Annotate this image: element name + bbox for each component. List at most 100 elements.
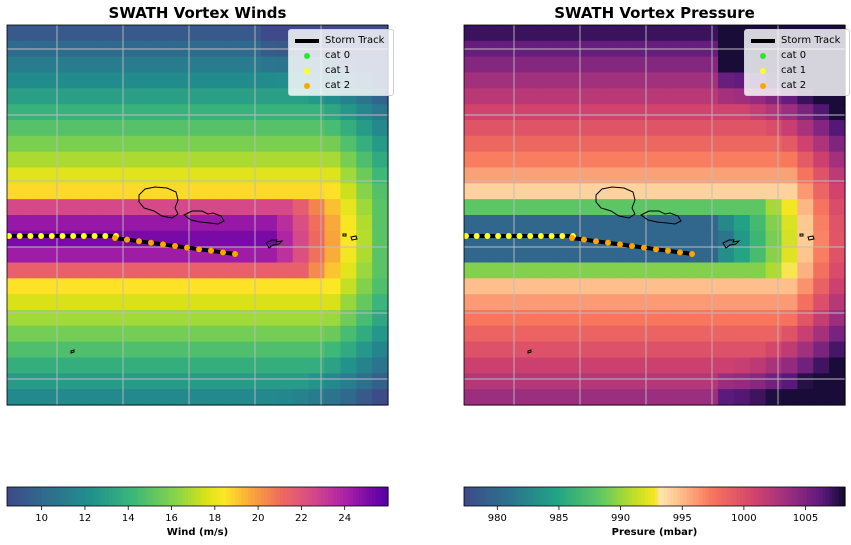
heatmap-cell [464, 151, 481, 169]
heatmap-cell [70, 278, 87, 295]
heatmap-cell [543, 72, 560, 89]
heatmap-cell [7, 88, 24, 105]
heatmap-cell [829, 278, 846, 295]
heatmap-cell [86, 167, 103, 184]
colorbar-segment [587, 487, 592, 506]
heatmap-cell [372, 199, 389, 216]
heatmap-cell [86, 246, 103, 264]
heatmap-cell [213, 25, 230, 42]
heatmap-cell [670, 151, 687, 169]
heatmap-cell [813, 199, 830, 216]
colorbar-segment [692, 487, 697, 506]
heatmap-cell [686, 120, 703, 137]
heatmap-cell [749, 357, 767, 374]
heatmap-cell [559, 88, 576, 105]
heatmap-cell [733, 167, 751, 184]
colorbar-segment [349, 487, 354, 506]
heatmap-cell [7, 199, 24, 216]
heatmap-cell [765, 167, 783, 184]
heatmap-cell [797, 310, 814, 327]
colorbar-segment [521, 487, 525, 506]
colorbar-segment [343, 487, 348, 506]
heatmap-cell [308, 294, 326, 311]
heatmap-cell [495, 310, 513, 327]
colorbar-segment [13, 487, 18, 506]
cat2-point [148, 239, 154, 246]
colorbar-segment [476, 487, 481, 506]
heatmap-cell [292, 120, 310, 137]
heatmap-cell [245, 246, 262, 264]
colorbar-segment [89, 487, 94, 506]
heatmap-cell [181, 341, 199, 359]
heatmap-cell [245, 262, 262, 279]
heatmap-cell [213, 278, 230, 295]
heatmap-cell [622, 25, 640, 42]
heatmap-cell [134, 389, 151, 406]
heatmap-cell [511, 357, 529, 374]
heatmap-cell [781, 310, 798, 327]
heatmap-cell [245, 278, 262, 295]
heatmap-cell [527, 72, 544, 89]
heatmap-cell [181, 310, 199, 327]
heatmap-cell [149, 389, 167, 406]
colorbar-segment [318, 487, 322, 506]
heatmap-cell [356, 183, 373, 200]
heatmap-cell [638, 230, 656, 248]
heatmap-cell [165, 25, 183, 42]
heatmap-cell [813, 325, 830, 343]
heatmap-cell [686, 215, 703, 232]
heatmap-cell [749, 120, 767, 137]
heatmap-cell [134, 310, 151, 327]
colorbar-segment [41, 487, 46, 506]
heatmap-cell [118, 88, 135, 105]
heatmap-cell [543, 215, 560, 232]
colorbar-segment [492, 487, 497, 506]
heatmap-cell [543, 183, 560, 200]
colorbar-segment [197, 487, 202, 506]
heatmap-cell [638, 151, 656, 169]
colorbar-segment [241, 487, 246, 506]
heatmap-cell [149, 25, 167, 42]
heatmap-cell [749, 167, 767, 184]
heatmap-cell [527, 88, 544, 105]
heatmap-cell [749, 183, 767, 200]
heatmap-cell [559, 120, 576, 137]
heatmap-cell [654, 167, 671, 184]
heatmap-cell [559, 215, 576, 232]
heatmap-cell [606, 310, 624, 327]
heatmap-cell [213, 56, 230, 74]
heatmap-cell [261, 199, 278, 216]
heatmap-cell [22, 88, 40, 105]
heatmap-cell [356, 104, 373, 121]
heatmap-cell [165, 230, 183, 248]
heatmap-cell [22, 151, 40, 169]
heatmap-cell [213, 341, 230, 359]
colorbar-segment [32, 487, 37, 506]
heatmap-cell [559, 56, 576, 74]
heatmap-cell [197, 262, 214, 279]
heatmap-cell [165, 357, 183, 374]
colorbar-segment [181, 487, 186, 506]
heatmap-cell [70, 357, 87, 374]
colorbar-segment [489, 487, 494, 506]
heatmap-cell [7, 341, 24, 359]
heatmap-cell [797, 262, 814, 279]
heatmap-cell [686, 230, 703, 248]
heatmap-cell [686, 199, 703, 216]
heatmap-cell [22, 310, 40, 327]
heatmap-cell [229, 120, 246, 137]
colorbar-segment [835, 487, 840, 506]
heatmap-cell [559, 25, 576, 42]
heatmap-cell [22, 183, 40, 200]
heatmap-cell [149, 120, 167, 137]
colorbar-segment [689, 487, 694, 506]
heatmap-cell [181, 246, 199, 264]
colorbar-segment [229, 487, 234, 506]
heatmap-cell [38, 167, 56, 184]
heatmap-cell [213, 72, 230, 89]
heatmap-cell [324, 151, 341, 169]
heatmap-cell [543, 104, 560, 121]
heatmap-cell [134, 215, 151, 232]
heatmap-cell [543, 294, 560, 311]
heatmap-cell [702, 25, 719, 42]
